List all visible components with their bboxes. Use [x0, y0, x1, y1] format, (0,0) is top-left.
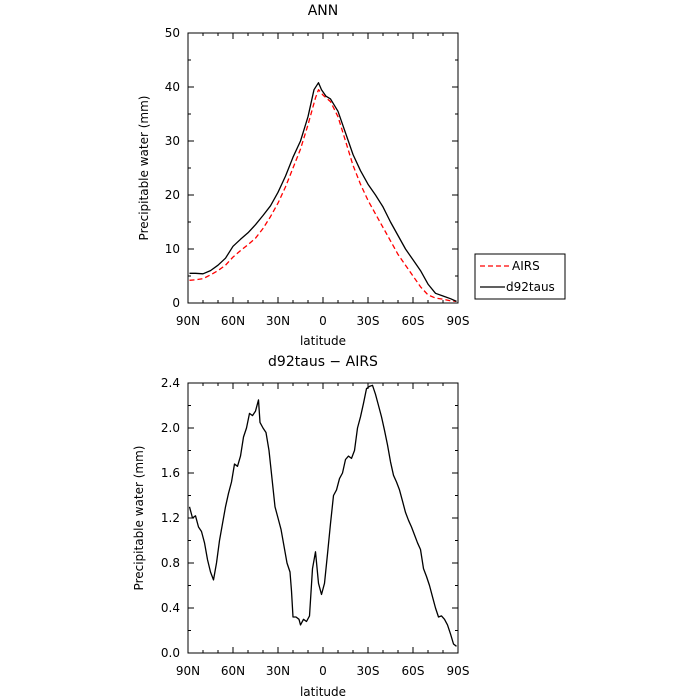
- legend-box: [474, 253, 566, 300]
- x-tick-label: 90S: [447, 314, 470, 328]
- x-tick-label: 90S: [447, 664, 470, 678]
- x-tick-label: 60N: [221, 664, 245, 678]
- chart-title: d92taus − AIRS: [268, 354, 378, 370]
- plot-frame: [187, 382, 459, 654]
- x-tick-label: 30N: [266, 664, 290, 678]
- series-line-airs: [189, 89, 457, 303]
- x-tick-label: 0: [319, 314, 327, 328]
- y-tick-label: 0.8: [161, 556, 180, 570]
- legend: AIRS d92taus: [474, 253, 566, 300]
- x-tick-label: 90N: [176, 664, 200, 678]
- legend-label-d92taus: d92taus: [506, 280, 555, 294]
- y-tick-label: 2.4: [161, 376, 180, 390]
- y-tick-label: 0.4: [161, 601, 180, 615]
- y-tick-label: 50: [165, 26, 180, 40]
- chart-title: ANN: [308, 3, 339, 19]
- x-tick-label: 30N: [266, 314, 290, 328]
- bottom-chart: d92taus − AIRS latitude Precipitable wat…: [132, 354, 469, 699]
- y-tick-label: 1.6: [161, 466, 180, 480]
- y-tick-label: 1.2: [161, 511, 180, 525]
- series-line-0: [188, 384, 457, 647]
- y-tick-label: 40: [165, 80, 180, 94]
- y-axis-label: Precipitable water (mm): [132, 446, 146, 591]
- legend-label-airs: AIRS: [512, 259, 540, 273]
- y-tick-label: 20: [165, 188, 180, 202]
- plot-area: 90N 60N 30N 0 30S 60S 90S 0.0 0.4 0.8 1.2 1.6 2.0 2.4: [161, 376, 470, 678]
- plot-area: 90N 60N 30N 0 30S 60S 90S 0 10 20 30 40 50: [165, 26, 470, 328]
- x-tick-label: 60S: [402, 314, 425, 328]
- y-tick-label: 2.0: [161, 421, 180, 435]
- x-tick-label: 30S: [357, 314, 380, 328]
- y-tick-label: 10: [165, 242, 180, 256]
- x-tick-label: 60N: [221, 314, 245, 328]
- y-axis-label: Precipitable water (mm): [137, 96, 151, 241]
- x-tick-label: 30S: [357, 664, 380, 678]
- x-axis-label: latitude: [300, 685, 346, 699]
- top-chart: ANN latitude Precipitable water (mm) 90N…: [137, 3, 566, 348]
- x-tick-label: 60S: [402, 664, 425, 678]
- y-tick-label: 0.0: [161, 646, 180, 660]
- x-tick-label: 90N: [176, 314, 200, 328]
- y-tick-label: 30: [165, 134, 180, 148]
- x-axis-label: latitude: [300, 334, 346, 348]
- y-tick-label: 0: [172, 296, 180, 310]
- series-line-d92taus: [189, 82, 457, 302]
- x-tick-label: 0: [319, 664, 327, 678]
